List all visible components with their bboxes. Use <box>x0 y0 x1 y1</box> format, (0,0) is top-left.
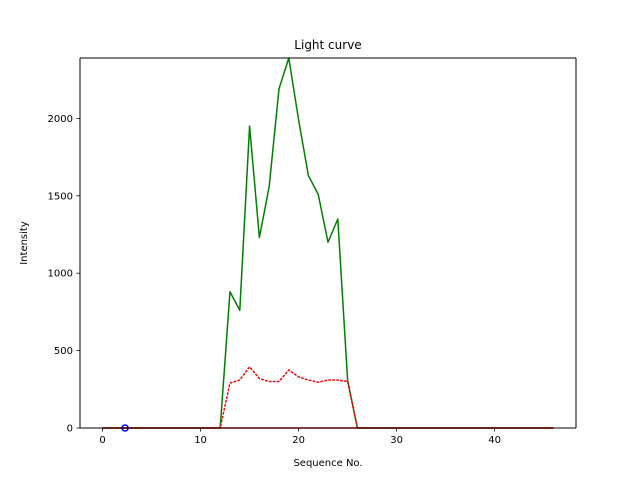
y-tick-label: 0 <box>67 424 73 435</box>
x-ticks: 0 10 20 30 40 <box>99 428 501 446</box>
y-ticks: 0 500 1000 1500 2000 <box>48 114 80 435</box>
x-tick-label: 10 <box>194 435 207 446</box>
y-tick-label: 1000 <box>48 269 73 280</box>
y-axis-label: Intensity <box>19 221 30 265</box>
x-axis-label: Sequence No. <box>293 458 362 469</box>
chart-title: Light curve <box>294 38 361 52</box>
y-tick-label: 1500 <box>48 191 73 202</box>
plot-area <box>80 58 576 428</box>
y-tick-label: 2000 <box>48 114 73 125</box>
y-tick-label: 500 <box>54 346 73 357</box>
x-tick-label: 20 <box>292 435 305 446</box>
x-tick-label: 30 <box>390 435 403 446</box>
axes-frame <box>79 57 577 429</box>
x-tick-label: 0 <box>99 435 105 446</box>
x-tick-label: 40 <box>488 435 501 446</box>
